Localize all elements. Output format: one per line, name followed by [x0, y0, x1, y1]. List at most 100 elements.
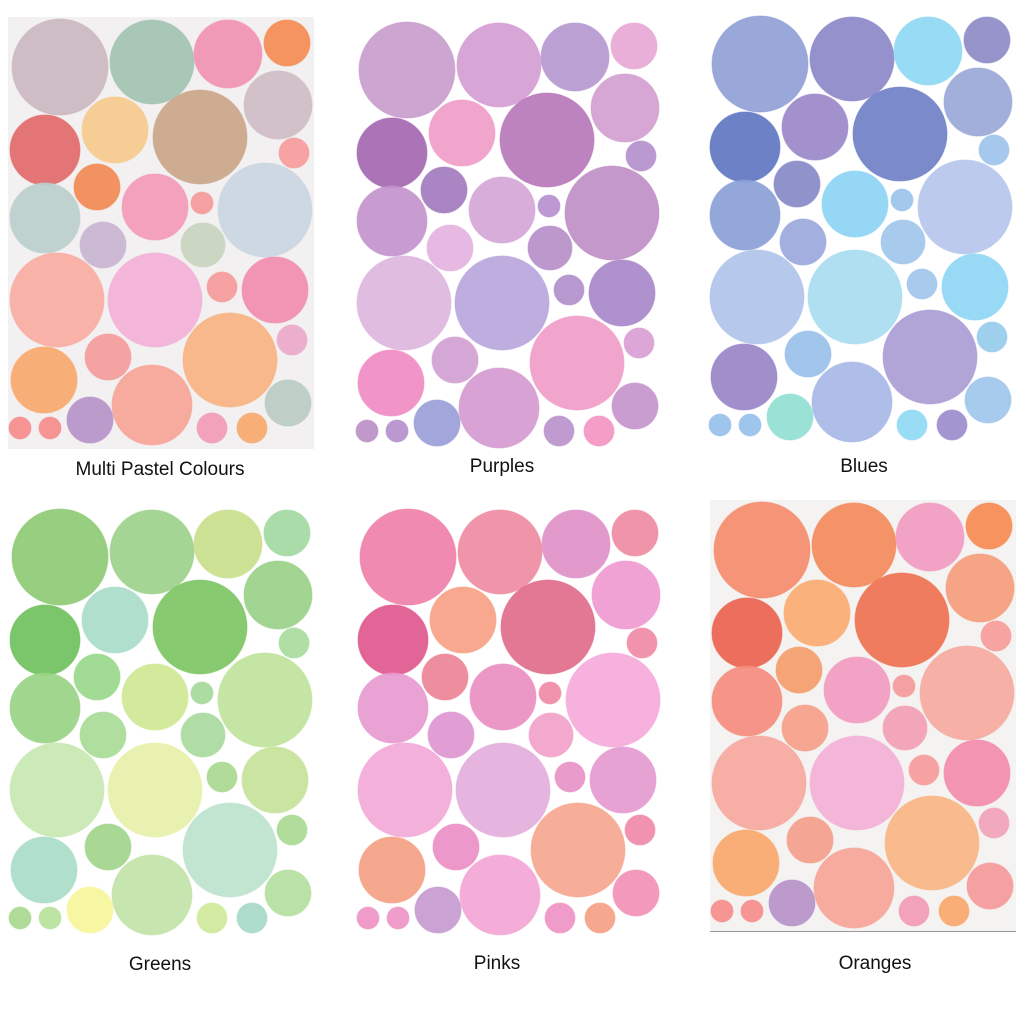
watercolor-circle — [81, 586, 149, 654]
watercolor-circle — [357, 672, 429, 744]
watercolor-circle — [713, 501, 811, 599]
watercolor-circle — [109, 19, 195, 105]
watercolor-circle — [943, 739, 1011, 807]
watercolor-circle — [553, 274, 585, 306]
watercolor-circle — [457, 509, 543, 595]
label-oranges: Oranges — [838, 953, 912, 974]
watercolor-circle — [355, 419, 379, 443]
watercolor-circle — [893, 16, 963, 86]
watercolor-circle — [963, 16, 1011, 64]
watercolor-circle — [413, 399, 461, 447]
watercolor-circle — [111, 854, 193, 936]
watercolor-circle — [543, 415, 575, 447]
watercolor-circle — [530, 802, 626, 898]
watercolor-circle — [356, 906, 380, 930]
watercolor-circle — [590, 73, 660, 143]
watercolor-circle — [10, 836, 78, 904]
watercolor-circle — [182, 802, 278, 898]
label-blues: Blues — [840, 456, 888, 477]
watercolor-circle — [773, 160, 821, 208]
circles-greens — [8, 508, 313, 936]
watercolor-circle — [243, 70, 313, 140]
label-pinks: Pinks — [473, 953, 521, 974]
watercolor-circle — [356, 255, 452, 351]
watercolor-circle — [11, 508, 109, 606]
watercolor-circle — [611, 382, 659, 430]
watercolor-circle — [152, 579, 248, 675]
watercolor-circle — [965, 502, 1013, 550]
watercolor-circle — [9, 672, 81, 744]
watercolor-circle — [890, 188, 914, 212]
watercolor-circle — [544, 902, 576, 934]
watercolor-circle — [190, 681, 214, 705]
watercolor-circle — [359, 508, 457, 606]
watercolor-circle — [107, 252, 203, 348]
watercolor-circle — [84, 333, 132, 381]
watercolor-circle — [276, 324, 308, 356]
watercolor-circle — [429, 586, 497, 654]
watercolor-circle — [626, 627, 658, 659]
watercolor-circle — [458, 367, 540, 449]
watercolor-circle — [591, 560, 661, 630]
watercolor-circle — [426, 224, 474, 272]
watercolor-circle — [584, 902, 616, 934]
watercolor-circle — [241, 746, 309, 814]
watercolor-circle — [8, 906, 32, 930]
watercolor-circle — [538, 681, 562, 705]
watercolor-circle — [386, 906, 410, 930]
watercolor-circle — [527, 225, 573, 271]
watercolor-circle — [712, 829, 780, 897]
circles-blues — [708, 15, 1013, 443]
watercolor-circle — [624, 814, 656, 846]
watercolor-circle — [431, 336, 479, 384]
watercolor-circle — [9, 604, 81, 676]
watercolor-circle — [278, 137, 310, 169]
watercolor-circle — [529, 315, 625, 411]
watercolor-circle — [278, 627, 310, 659]
watercolor-circle — [264, 869, 312, 917]
watercolor-circle — [852, 86, 948, 182]
watercolor-circle — [66, 396, 114, 444]
watercolor-circle — [583, 415, 615, 447]
watercolor-circle — [38, 416, 62, 440]
watercolor-circle — [938, 895, 970, 927]
watercolor-circle — [182, 312, 278, 408]
watercolor-circle — [456, 22, 542, 108]
watercolor-circle — [66, 886, 114, 934]
watercolor-circle — [73, 653, 121, 701]
watercolor-circle — [9, 182, 81, 254]
watercolor-circle — [79, 221, 127, 269]
watercolor-circle — [892, 674, 916, 698]
watercolor-circle — [611, 509, 659, 557]
watercolor-circle — [775, 646, 823, 694]
watercolor-circle — [976, 321, 1008, 353]
watercolor-circle — [241, 256, 309, 324]
watercolor-circle — [263, 509, 311, 557]
watercolor-circle — [540, 22, 610, 92]
watercolor-circle — [809, 16, 895, 102]
watercolor-circle — [357, 742, 453, 838]
panel-multi-pastel — [8, 17, 314, 449]
watercolor-circle — [709, 179, 781, 251]
watercolor-circle — [541, 509, 611, 579]
watercolor-circle — [414, 886, 462, 934]
watercolor-circle — [738, 413, 762, 437]
watercolor-circle — [895, 502, 965, 572]
watercolor-circle — [427, 711, 475, 759]
watercolor-circle — [196, 902, 228, 934]
watercolor-circle — [107, 742, 203, 838]
watercolor-circle — [966, 862, 1014, 910]
label-purples: Purples — [469, 456, 535, 477]
watercolor-circle — [111, 364, 193, 446]
watercolor-circle — [180, 712, 226, 758]
watercolor-circle — [217, 652, 313, 748]
watercolor-circle — [882, 309, 978, 405]
watercolor-circle — [623, 327, 655, 359]
watercolor-circle — [11, 18, 109, 116]
watercolor-circle — [980, 620, 1012, 652]
watercolor-circle — [432, 823, 480, 871]
panel-blues — [708, 14, 1014, 446]
watercolor-circle — [711, 735, 807, 831]
watercolor-circle — [357, 349, 425, 417]
watercolor-circle — [978, 134, 1010, 166]
